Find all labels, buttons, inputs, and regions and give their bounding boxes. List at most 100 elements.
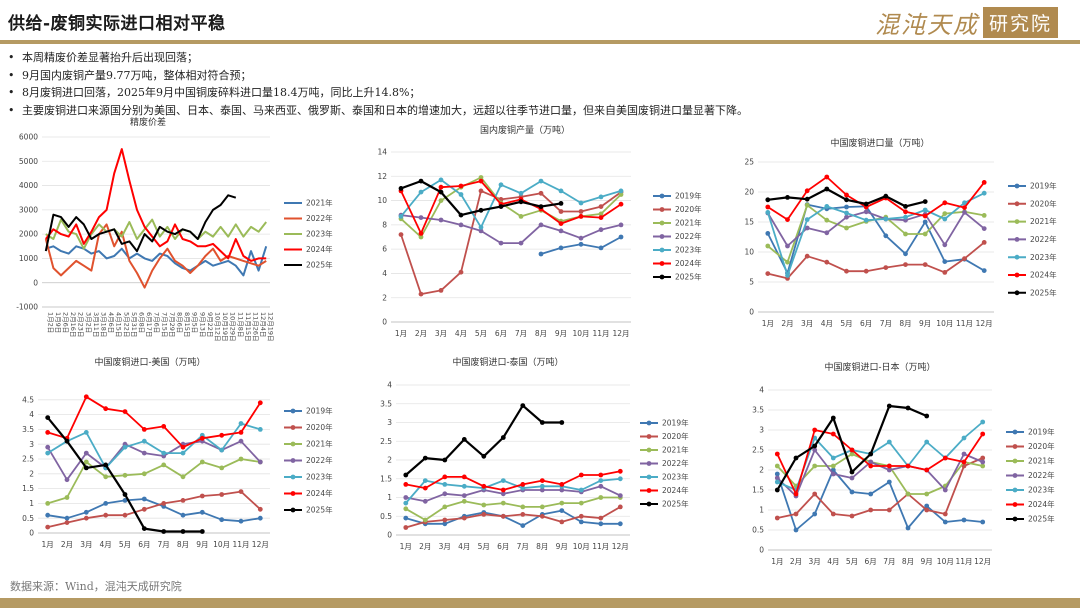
data-point — [617, 476, 623, 482]
series-line — [776, 429, 984, 495]
series-2024年 — [45, 148, 267, 262]
data-point — [478, 175, 484, 180]
series-line — [776, 469, 983, 531]
data-point — [442, 482, 448, 487]
legend-item: 2022年 — [640, 458, 689, 468]
data-point — [518, 199, 524, 205]
x-tick-label: 6月 — [865, 557, 877, 566]
legend-marker — [646, 461, 652, 466]
data-point — [903, 214, 908, 220]
data-point — [804, 188, 810, 194]
x-tick-label: 5月 — [840, 319, 852, 328]
x-tick-label: 11月8日 — [236, 312, 244, 337]
x-tick-label: 11月26日 — [252, 312, 260, 342]
legend-label: 2020年 — [306, 422, 333, 432]
data-point — [844, 268, 849, 274]
logo-text-box: 研究院 — [982, 6, 1058, 38]
x-tick-label: 6月 — [497, 542, 509, 551]
data-point — [83, 459, 89, 465]
data-point — [161, 462, 167, 468]
data-point — [45, 450, 51, 456]
data-point — [64, 520, 70, 525]
data-point — [824, 186, 830, 192]
x-tick-label: 10月 — [936, 319, 953, 328]
legend-label: 2022年 — [306, 455, 333, 465]
x-tick-label: 4月 — [455, 329, 467, 338]
legend-label: 2021年 — [675, 218, 702, 228]
data-point — [942, 455, 948, 461]
data-point — [219, 517, 225, 523]
x-tick-label: 3月 — [80, 540, 92, 549]
data-point — [403, 506, 409, 512]
y-tick-label: 0 — [749, 308, 754, 317]
x-tick-label: 10月 — [573, 542, 590, 551]
series-line — [400, 180, 622, 235]
data-point — [981, 213, 987, 218]
data-point — [981, 268, 987, 273]
data-point — [438, 177, 444, 183]
data-point — [905, 525, 911, 531]
chart-imports-japan: 中国废铜进口-日本（万吨） 0 0.5 1 1.5 2 2.5 3 3.5 4 1月 2月 3月 4月 5月… — [752, 361, 1055, 566]
legend-marker — [1012, 444, 1018, 449]
data-point — [458, 222, 464, 228]
data-point — [849, 513, 855, 519]
data-point — [830, 415, 836, 421]
data-point — [559, 487, 565, 493]
bullet-text: 本周精废价差显著抬升后出现回落； — [22, 51, 198, 64]
data-point — [520, 485, 526, 491]
data-point — [559, 420, 565, 425]
legend-label: 2024年 — [662, 485, 689, 495]
x-tick-label: 10月 — [937, 557, 954, 566]
y-tick-label: 3 — [29, 440, 34, 449]
header-divider — [0, 40, 1080, 44]
legend-marker — [659, 261, 665, 266]
x-tick-label: 9月 — [556, 542, 568, 551]
series-line — [400, 190, 622, 295]
data-point — [942, 216, 948, 222]
bullet-dot-icon: • — [8, 103, 15, 117]
data-point — [863, 201, 869, 207]
y-tick-label: 6 — [382, 245, 387, 254]
data-point — [559, 519, 565, 525]
data-point — [804, 202, 810, 208]
data-point — [458, 269, 464, 275]
data-point — [461, 498, 467, 504]
data-point — [422, 517, 428, 523]
data-point — [578, 214, 584, 219]
data-point — [962, 200, 967, 206]
data-point — [830, 511, 836, 517]
data-point — [981, 190, 987, 196]
data-point — [905, 491, 911, 497]
data-point — [883, 216, 889, 222]
data-point — [257, 459, 263, 465]
legend-item: 2022年 — [284, 213, 333, 223]
data-point — [418, 231, 424, 236]
footer-bar — [0, 598, 1080, 608]
y-tick-label: 10 — [377, 196, 387, 205]
y-tick-label: 4.5 — [22, 395, 34, 404]
legend-marker — [290, 491, 296, 496]
y-tick-label: 0.5 — [22, 514, 34, 523]
series-line — [767, 176, 985, 221]
data-point — [830, 431, 836, 437]
data-point — [481, 502, 487, 508]
legend-item: 2022年 — [1006, 470, 1055, 480]
data-point — [180, 450, 186, 456]
data-point — [518, 214, 524, 219]
legend-label: 2022年 — [1028, 470, 1055, 480]
chart-title: 国内废铜产量（万吨） — [480, 124, 570, 136]
data-point — [199, 529, 205, 534]
data-point — [141, 471, 147, 477]
series-2020年 — [403, 504, 623, 530]
data-point — [962, 256, 967, 261]
data-point — [812, 427, 818, 433]
data-point — [45, 415, 51, 420]
legend-marker — [659, 193, 665, 199]
data-point — [219, 447, 225, 453]
legend-marker — [290, 474, 296, 480]
data-point — [518, 240, 524, 246]
x-tick-label: 3月2日 — [84, 312, 92, 333]
bullet-dot-icon: • — [8, 51, 15, 64]
data-point — [844, 214, 849, 220]
y-tick-label: 1000 — [19, 254, 38, 263]
